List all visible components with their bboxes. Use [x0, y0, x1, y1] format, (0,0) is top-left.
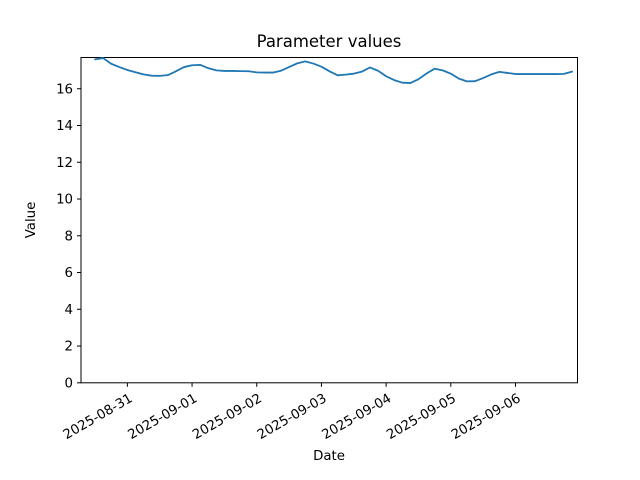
x-tick-label: 2025-09-05	[384, 391, 458, 443]
y-tick-label: 10	[56, 193, 73, 208]
y-tick-label: 4	[65, 303, 73, 318]
y-tick-label: 8	[65, 229, 73, 244]
y-tick-label: 2	[65, 340, 73, 355]
y-tick-label: 6	[65, 266, 73, 281]
x-tick-label: 2025-08-31	[61, 391, 135, 443]
series-line-parameter-values	[94, 57, 574, 84]
x-tick-label: 2025-09-03	[255, 391, 329, 443]
y-tick-label: 16	[56, 82, 73, 97]
y-tick-label: 14	[56, 119, 73, 134]
y-tick-label: 0	[65, 376, 73, 391]
x-tick-label: 2025-09-06	[449, 391, 523, 443]
x-tick-label: 2025-09-04	[320, 391, 394, 443]
y-tick-label: 12	[56, 156, 73, 171]
chart-title: Parameter values	[257, 32, 402, 51]
data-series	[94, 57, 574, 84]
x-tick-label: 2025-09-02	[190, 391, 264, 443]
plot-area	[80, 57, 578, 384]
y-axis-label: Value	[24, 202, 39, 239]
x-ticks: 2025-08-312025-09-012025-09-022025-09-03…	[61, 382, 524, 443]
x-tick-label: 2025-09-01	[126, 391, 200, 443]
y-ticks: 0 2 4 6 8 10 12 14 16	[56, 82, 81, 391]
x-axis-label: Date	[313, 449, 345, 464]
